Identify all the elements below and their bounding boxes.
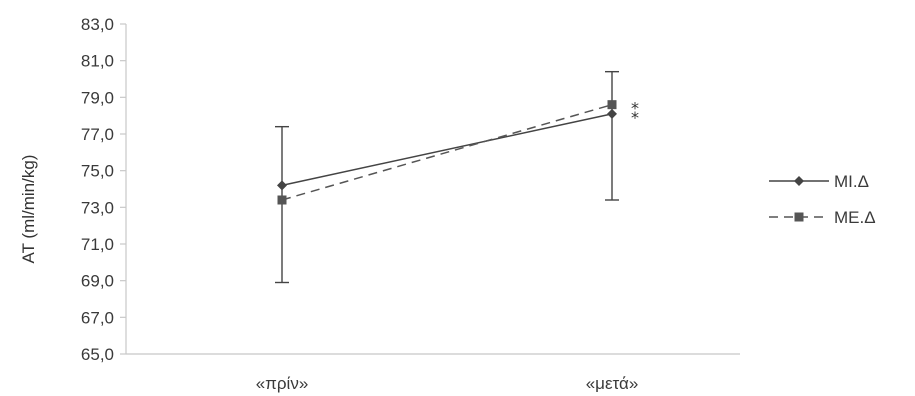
- y-tick-label: 67,0: [81, 308, 114, 327]
- y-tick-label: 77,0: [81, 125, 114, 144]
- legend: MI.Δ ME.Δ: [769, 172, 876, 227]
- data-point: [607, 108, 617, 119]
- legend-label: MI.Δ: [834, 172, 869, 191]
- y-tick-label: 75,0: [81, 162, 114, 181]
- x-tick-label: «μετά»: [586, 374, 639, 393]
- significance-annotations: **: [631, 99, 639, 127]
- y-tick-label: 79,0: [81, 88, 114, 107]
- series-line-1: [281, 113, 613, 187]
- y-tick-label: 83,0: [81, 15, 114, 34]
- y-tick-label: 81,0: [81, 52, 114, 71]
- legend-marker: [794, 212, 804, 222]
- significance-star: *: [631, 99, 639, 118]
- series-markers: [277, 100, 617, 205]
- y-axis-label: AT (ml/min/kg): [19, 155, 38, 264]
- data-point: [277, 180, 287, 191]
- x-axis: «πρίν» «μετά»: [126, 353, 740, 393]
- y-axis: 65,0 67,0 69,0 71,0 73,0 75,0 77,0 79,0 81,0 83,0: [81, 15, 127, 364]
- y-tick-label: 65,0: [81, 345, 114, 364]
- error-bars: [275, 70, 619, 284]
- x-tick-label: «πρίν»: [256, 374, 309, 393]
- series-line-2: [281, 103, 613, 201]
- legend-marker: [794, 176, 804, 186]
- legend-label: ME.Δ: [834, 208, 876, 227]
- data-point: [277, 195, 287, 205]
- y-tick-label: 73,0: [81, 198, 114, 217]
- y-tick-label: 69,0: [81, 272, 114, 291]
- y-tick-label: 71,0: [81, 235, 114, 254]
- series-lines: [281, 103, 613, 201]
- data-point: [607, 100, 617, 110]
- significance-star: *: [631, 108, 639, 127]
